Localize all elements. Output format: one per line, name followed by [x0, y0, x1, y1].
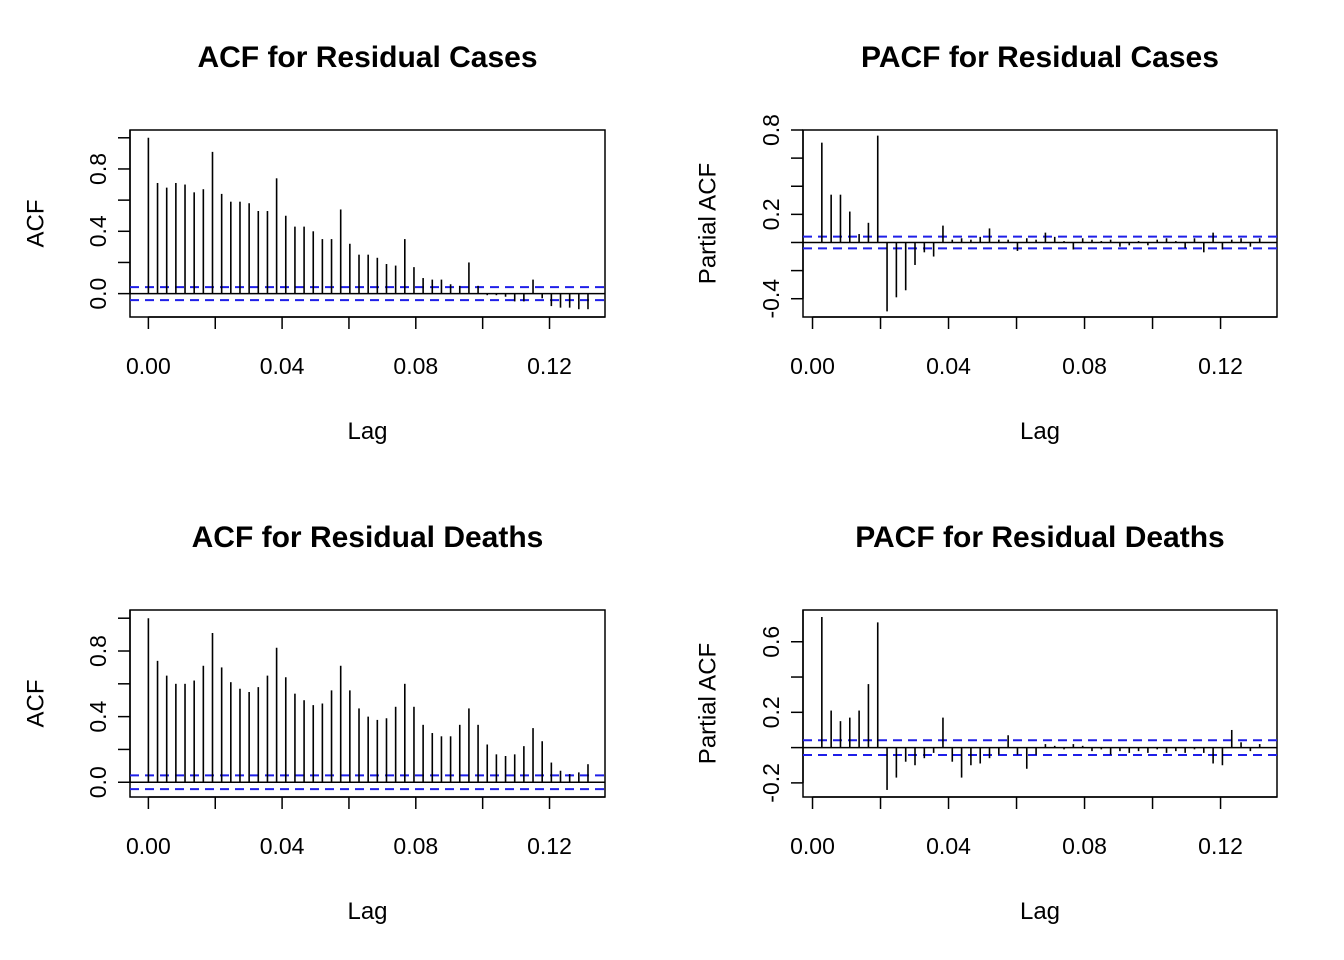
x-axis-label: Lag — [347, 898, 387, 925]
x-axis-label: Lag — [1020, 418, 1060, 445]
x-tick-label: 0.08 — [1062, 833, 1107, 859]
y-tick-label: 0.0 — [85, 278, 111, 310]
x-tick-label: 0.08 — [393, 833, 438, 859]
y-axis-label: Partial ACF — [695, 163, 722, 284]
x-tick-label: 0.08 — [1062, 353, 1107, 379]
y-tick-label: -0.2 — [758, 763, 784, 803]
x-tick-label: 0.04 — [260, 353, 305, 379]
x-tick-label: 0.12 — [1198, 353, 1243, 379]
x-tick-label: 0.00 — [126, 353, 171, 379]
y-tick-label: 0.6 — [758, 626, 784, 658]
chart-title: ACF for Residual Cases — [197, 41, 537, 74]
x-tick-label: 0.12 — [527, 353, 572, 379]
x-tick-label: 0.00 — [790, 353, 835, 379]
x-tick-label: 0.08 — [393, 353, 438, 379]
panel-3: ACF for Residual Deaths 0.00 0.04 0.08 0.12 L… — [23, 521, 606, 925]
y-tick-label: 0.4 — [85, 700, 111, 732]
y-tick-label: 0.8 — [85, 153, 111, 185]
x-tick-label: 0.04 — [260, 833, 305, 859]
y-tick-label: -0.4 — [758, 279, 784, 319]
plot-frame — [802, 129, 1278, 318]
chart-title: ACF for Residual Deaths — [192, 521, 544, 554]
y-tick-label: 0.4 — [85, 215, 111, 247]
plot-frame — [802, 609, 1278, 798]
y-tick-label: 0.0 — [85, 766, 111, 798]
y-tick-label: 0.2 — [758, 696, 784, 728]
panel-1: ACF for Residual Cases 0.00 0.04 0.08 0.12 La… — [23, 41, 606, 445]
x-tick-label: 0.12 — [527, 833, 572, 859]
panel-4: PACF for Residual Deaths 0.00 0.04 0.08 0.12… — [695, 521, 1278, 925]
x-axis-label: Lag — [347, 418, 387, 445]
x-axis-label: Lag — [1020, 898, 1060, 925]
x-tick-label: 0.12 — [1198, 833, 1243, 859]
y-axis-label: ACF — [23, 680, 50, 728]
chart-title: PACF for Residual Cases — [861, 41, 1219, 74]
y-tick-label: 0.8 — [758, 114, 784, 146]
x-tick-label: 0.04 — [926, 833, 971, 859]
chart-title: PACF for Residual Deaths — [855, 521, 1225, 554]
x-tick-label: 0.00 — [790, 833, 835, 859]
panel-2: PACF for Residual Cases 0.00 0.04 0.08 0.12 L… — [695, 41, 1278, 445]
x-tick-label: 0.04 — [926, 353, 971, 379]
y-axis-label: ACF — [23, 200, 50, 248]
y-tick-label: 0.8 — [85, 635, 111, 667]
y-axis-label: Partial ACF — [695, 643, 722, 764]
y-tick-label: 0.2 — [758, 198, 784, 230]
x-tick-label: 0.00 — [126, 833, 171, 859]
